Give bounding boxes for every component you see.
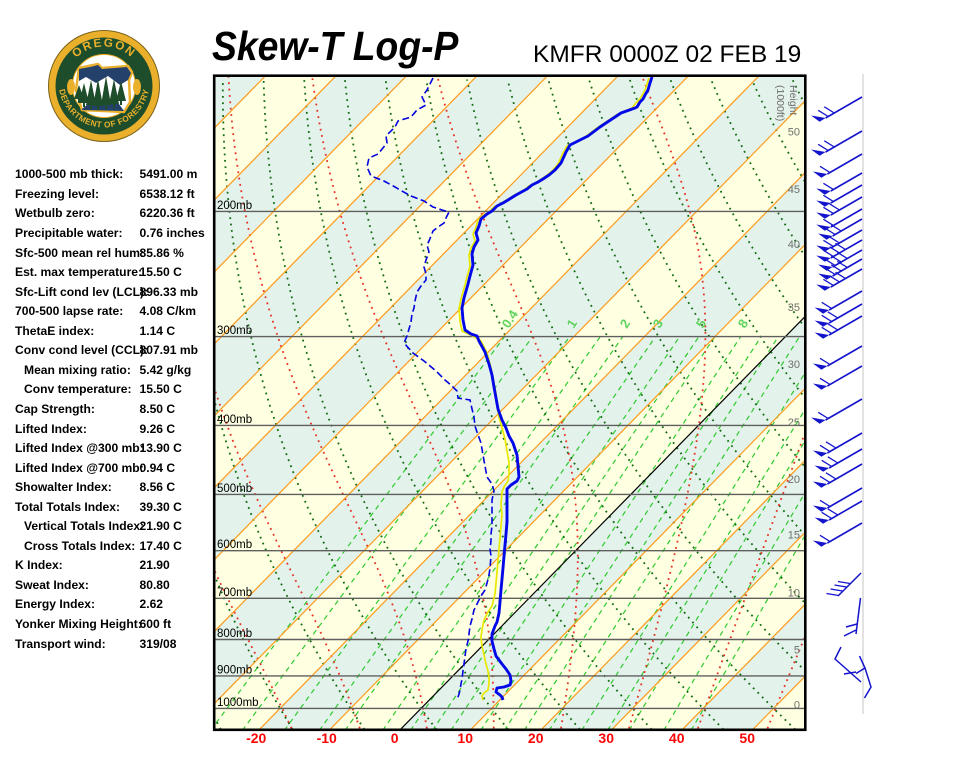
svg-text:700mb: 700mb [217, 587, 252, 599]
svg-text:30: 30 [598, 730, 614, 746]
svg-text:(1000ft): (1000ft) [774, 85, 786, 121]
svg-text:1000mb: 1000mb [217, 697, 259, 709]
svg-text:200mb: 200mb [217, 200, 252, 212]
svg-text:10: 10 [457, 730, 473, 746]
svg-text:30: 30 [788, 359, 800, 371]
svg-text:15: 15 [788, 529, 800, 541]
svg-text:-10: -10 [317, 730, 337, 746]
svg-text:20: 20 [788, 474, 800, 486]
svg-text:45: 45 [788, 184, 800, 196]
svg-text:900mb: 900mb [217, 664, 252, 676]
svg-text:40: 40 [669, 730, 685, 746]
svg-text:40: 40 [788, 239, 800, 251]
svg-text:800mb: 800mb [217, 628, 252, 640]
svg-text:Height: Height [787, 85, 799, 115]
svg-text:20: 20 [528, 730, 544, 746]
svg-text:0: 0 [391, 730, 399, 746]
svg-text:-20: -20 [246, 730, 266, 746]
svg-text:500mb: 500mb [217, 483, 252, 495]
svg-text:35: 35 [788, 302, 800, 314]
svg-text:50: 50 [788, 127, 800, 139]
svg-text:5: 5 [794, 644, 800, 656]
svg-text:400mb: 400mb [217, 414, 252, 426]
svg-text:25: 25 [788, 417, 800, 429]
svg-text:10: 10 [788, 587, 800, 599]
svg-text:600mb: 600mb [217, 539, 252, 551]
svg-text:50: 50 [739, 730, 755, 746]
svg-text:300mb: 300mb [217, 325, 252, 337]
svg-text:0: 0 [794, 700, 800, 712]
